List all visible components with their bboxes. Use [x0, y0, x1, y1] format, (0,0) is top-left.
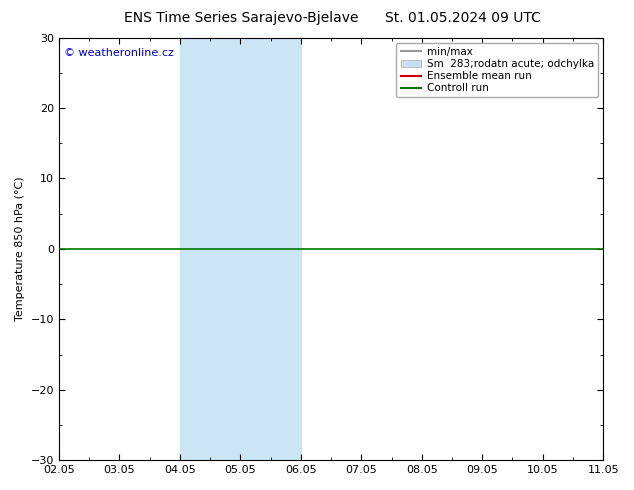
Text: ENS Time Series Sarajevo-Bjelave: ENS Time Series Sarajevo-Bjelave — [124, 11, 358, 25]
Text: © weatheronline.cz: © weatheronline.cz — [65, 48, 174, 58]
Legend: min/max, Sm  283;rodatn acute; odchylka, Ensemble mean run, Controll run: min/max, Sm 283;rodatn acute; odchylka, … — [396, 43, 598, 98]
Bar — [603, 38, 633, 460]
Y-axis label: Temperature 850 hPa (°C): Temperature 850 hPa (°C) — [15, 176, 25, 321]
Bar — [180, 38, 301, 460]
Text: St. 01.05.2024 09 UTC: St. 01.05.2024 09 UTC — [385, 11, 541, 25]
